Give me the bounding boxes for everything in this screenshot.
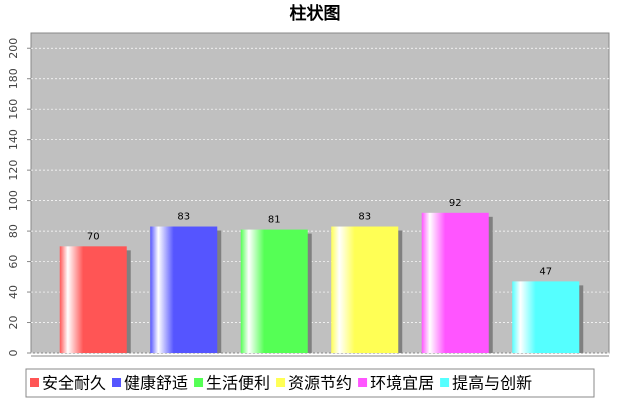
bar [150, 226, 218, 353]
y-tick-label: 80 [7, 224, 20, 238]
legend-label: 资源节约 [288, 374, 352, 393]
legend-swatch [276, 378, 286, 387]
legend-label: 提高与创新 [452, 374, 532, 393]
value-label: 92 [449, 198, 462, 209]
y-tick-label: 60 [7, 255, 20, 269]
legend-label: 安全耐久 [42, 374, 106, 393]
value-label: 81 [268, 215, 281, 226]
bar [512, 281, 580, 353]
bar [331, 226, 399, 353]
y-tick-label: 120 [7, 160, 20, 181]
chart-title: 柱状图 [290, 3, 341, 24]
y-tick-label: 160 [7, 99, 20, 120]
bar [240, 229, 308, 353]
y-tick-label: 200 [7, 38, 20, 59]
value-label: 83 [358, 212, 371, 223]
legend-label: 环境宜居 [370, 374, 434, 393]
legend-label: 健康舒适 [124, 374, 188, 393]
legend-swatch [112, 378, 122, 387]
y-tick-label: 20 [7, 316, 20, 330]
y-tick-label: 180 [7, 68, 20, 89]
value-label: 47 [539, 266, 552, 277]
value-label: 70 [87, 231, 100, 242]
legend-swatch [358, 378, 368, 387]
y-tick-label: 0 [7, 350, 20, 357]
legend-swatch [194, 378, 204, 387]
value-label: 83 [177, 212, 190, 223]
y-tick-label: 140 [7, 129, 20, 150]
y-tick-label: 40 [7, 285, 20, 299]
y-tick-label: 100 [7, 190, 20, 211]
legend-swatch [30, 378, 39, 387]
legend-swatch [440, 378, 450, 387]
legend-label: 生活便利 [206, 374, 270, 393]
bar [59, 246, 127, 353]
bar [421, 212, 489, 353]
